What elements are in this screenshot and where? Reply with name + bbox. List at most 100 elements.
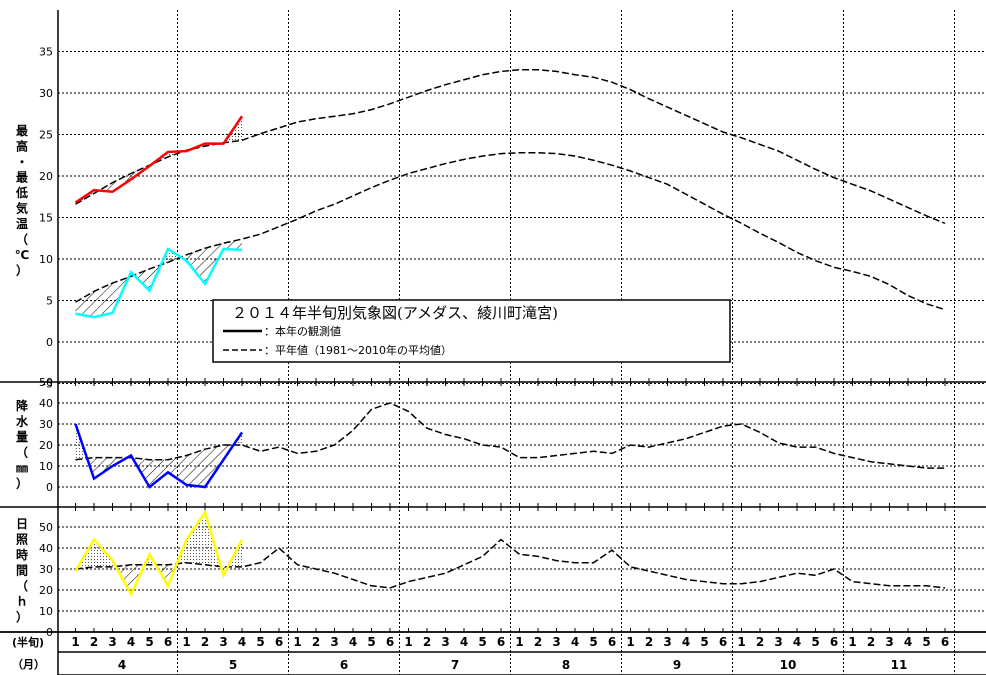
pentad-tick-label: 3 (552, 635, 560, 649)
pentad-tick-label: 1 (71, 635, 79, 649)
label-layer: 41 2 3 4 5 651 2 3 4 5 661 2 3 4 5 671 2 3 4 5 681 2 3 4 5 691 2 3 4… (15, 46, 949, 673)
pentad-tick-label: 4 (460, 635, 468, 649)
pentad-tick-label: 4 (349, 635, 357, 649)
pentad-tick-label: 2 (201, 635, 209, 649)
pentad-tick-label: 5 (589, 635, 597, 649)
pentad-tick-label: 1 (515, 635, 523, 649)
pentad-tick-label: 3 (108, 635, 116, 649)
pentad-tick-label: 1 (737, 635, 745, 649)
pentad-tick-label: 6 (941, 635, 949, 649)
month-tick-label: 8 (562, 658, 570, 672)
y-tick-label: 30 (39, 418, 53, 431)
pentad-tick-label: 2 (90, 635, 98, 649)
y-tick-label: 0 (46, 481, 53, 494)
y-axis-label-char: 時 (16, 547, 28, 562)
below-normal-fill (186, 449, 205, 487)
below-normal-fill (94, 457, 113, 479)
y-axis-label-char: ） (16, 263, 28, 278)
series-layer (74, 69, 946, 597)
pentad-tick-label: 1 (293, 635, 301, 649)
below-normal-fill (168, 455, 187, 485)
pentad-tick-label: 3 (219, 635, 227, 649)
pentad-tick-label: 2 (756, 635, 764, 649)
y-axis-label-char: ） (16, 609, 28, 624)
y-axis-label-char: ㎜ (16, 461, 28, 475)
y-tick-label: 10 (39, 460, 53, 473)
pentad-tick-label: 2 (645, 635, 653, 649)
month-tick-label: 5 (229, 658, 237, 672)
pentad-tick-label: 1 (404, 635, 412, 649)
pentad-tick-label: 6 (719, 635, 727, 649)
y-axis-label-char: 低 (15, 185, 28, 200)
temperature-min-observed-line (75, 247, 243, 319)
precipitation-observed-line (74, 423, 244, 489)
y-tick-label: 5 (46, 295, 53, 308)
pentad-tick-label: 6 (164, 635, 172, 649)
legend-normal-label: ：平年値（1981～2010年の平均値） (264, 343, 452, 357)
y-tick-label: 10 (39, 253, 53, 266)
pentad-tick-label: 5 (811, 635, 819, 649)
y-axis-label-char: 気 (16, 201, 28, 216)
y-tick-label: 25 (39, 129, 53, 142)
pentad-tick-label: 5 (256, 635, 264, 649)
pentad-tick-label: 5 (145, 635, 153, 649)
pentad-tick-label: 5 (922, 635, 930, 649)
pentad-tick-label: 2 (312, 635, 320, 649)
month-tick-label: 7 (451, 658, 459, 672)
temperature-max-observed-line (74, 115, 244, 204)
pentad-tick-label: 1 (626, 635, 634, 649)
pentad-tick-label: 6 (386, 635, 394, 649)
pentad-row-label: (半旬) (12, 635, 44, 649)
pentad-tick-label: 6 (608, 635, 616, 649)
pentad-tick-label: 2 (423, 635, 431, 649)
pentad-tick-label: 4 (793, 635, 801, 649)
month-row-label: （月） (12, 658, 45, 671)
below-normal-fill (205, 445, 224, 487)
y-tick-label: 30 (39, 563, 53, 576)
pentad-tick-label: 6 (275, 635, 283, 649)
below-normal-fill (186, 248, 205, 284)
y-axis-label-char: 最 (16, 171, 29, 185)
legend: ２０１４年半旬別気象図(アメダス、綾川町滝宮) ：本年の観測値 ：平年値（198… (212, 299, 731, 363)
pentad-tick-label: 3 (774, 635, 782, 649)
month-tick-label: 10 (780, 658, 797, 672)
pentad-tick-label: 6 (497, 635, 505, 649)
precipitation-normal-line (75, 402, 945, 469)
pentad-tick-label: 1 (848, 635, 856, 649)
y-axis-label-char: （ (16, 578, 28, 593)
y-axis-label-char: 間 (16, 564, 28, 578)
pentad-tick-label: 1 (182, 635, 190, 649)
y-axis-label-char: ℃ (15, 248, 30, 262)
pentad-tick-label: 2 (867, 635, 875, 649)
pentad-tick-label: 4 (238, 635, 246, 649)
month-tick-label: 6 (340, 658, 348, 672)
y-axis-label-char: 量 (16, 430, 28, 444)
pentad-tick-label: 4 (682, 635, 690, 649)
y-tick-label: 20 (39, 439, 53, 452)
y-axis-label-char: 高 (16, 139, 28, 154)
y-tick-label: 15 (39, 212, 53, 225)
pentad-tick-label: 4 (904, 635, 912, 649)
pentad-tick-label: 3 (663, 635, 671, 649)
pentad-tick-label: 6 (830, 635, 838, 649)
y-tick-label: -5 (42, 378, 53, 391)
y-axis-label-char: ） (16, 476, 28, 491)
y-axis-label-char: 温 (16, 217, 28, 231)
month-tick-label: 4 (118, 658, 126, 672)
y-axis-label-char: ｈ (16, 595, 28, 609)
y-tick-label: 30 (39, 87, 53, 100)
y-tick-label: 35 (39, 46, 53, 59)
pentad-tick-label: 3 (885, 635, 893, 649)
y-tick-label: 0 (46, 626, 53, 639)
below-normal-fill (223, 239, 242, 250)
temperature-max-normal-line (75, 69, 946, 225)
y-tick-label: 50 (39, 376, 53, 389)
pentad-tick-label: 5 (367, 635, 375, 649)
pentad-tick-label: 2 (534, 635, 542, 649)
pentad-tick-label: 3 (330, 635, 338, 649)
y-axis-label-char: 照 (16, 532, 28, 547)
y-axis-label-char: 最 (16, 124, 29, 138)
y-tick-label: 20 (39, 584, 53, 597)
sunshine-observed-line (74, 509, 244, 597)
